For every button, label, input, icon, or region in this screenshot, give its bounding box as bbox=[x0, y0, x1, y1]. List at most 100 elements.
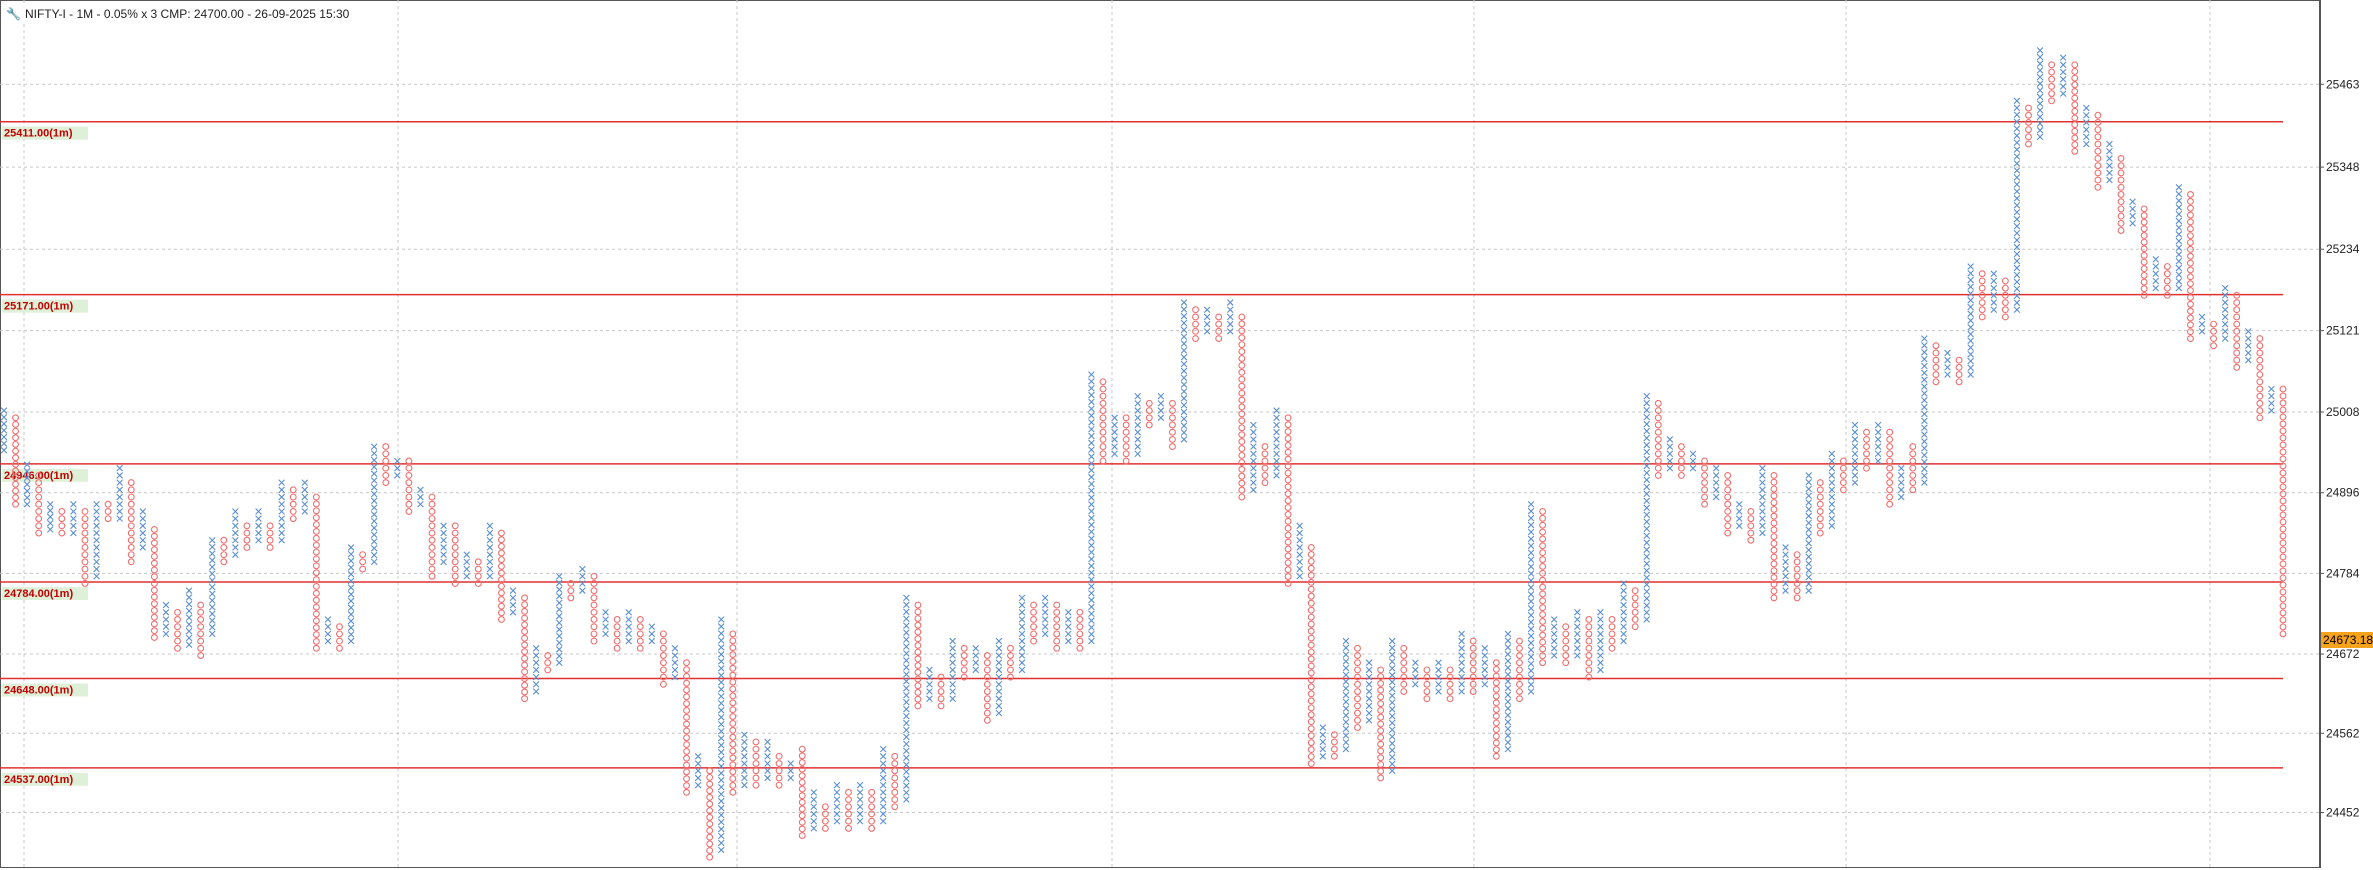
x-column[interactable] bbox=[949, 637, 956, 703]
x-column[interactable] bbox=[1157, 392, 1165, 422]
o-column[interactable] bbox=[359, 551, 367, 573]
x-column[interactable] bbox=[1180, 299, 1188, 443]
x-column[interactable] bbox=[1782, 544, 1789, 594]
x-column[interactable] bbox=[46, 500, 54, 533]
x-column[interactable] bbox=[2059, 54, 2067, 97]
x-column[interactable] bbox=[1759, 464, 1766, 537]
o-column[interactable] bbox=[1863, 428, 1870, 472]
o-column[interactable] bbox=[1145, 399, 1153, 429]
o-column[interactable] bbox=[2163, 263, 2171, 299]
o-column[interactable] bbox=[1423, 666, 1431, 703]
o-column[interactable] bbox=[821, 803, 829, 832]
o-column[interactable] bbox=[1747, 507, 1755, 544]
x-column[interactable] bbox=[1319, 724, 1327, 760]
o-column[interactable] bbox=[1168, 399, 1176, 451]
x-column[interactable] bbox=[1735, 500, 1743, 530]
o-column[interactable] bbox=[1770, 471, 1778, 602]
o-column[interactable] bbox=[2048, 61, 2056, 105]
o-column[interactable] bbox=[1654, 399, 1662, 479]
o-column[interactable] bbox=[1354, 644, 1361, 731]
x-column[interactable] bbox=[671, 645, 679, 681]
x-column[interactable] bbox=[764, 738, 771, 782]
x-column[interactable] bbox=[1458, 630, 1465, 695]
o-column[interactable] bbox=[197, 601, 205, 659]
o-column[interactable] bbox=[1330, 731, 1338, 760]
x-column[interactable] bbox=[1018, 594, 1026, 674]
x-column[interactable] bbox=[324, 616, 332, 645]
x-column[interactable] bbox=[1111, 414, 1118, 458]
x-column[interactable] bbox=[602, 608, 609, 638]
o-column[interactable] bbox=[336, 623, 343, 652]
x-column[interactable] bbox=[787, 760, 794, 782]
o-column[interactable] bbox=[12, 414, 20, 508]
o-column[interactable] bbox=[220, 536, 228, 566]
o-column[interactable] bbox=[1215, 313, 1223, 343]
x-column[interactable] bbox=[1712, 464, 1720, 501]
o-column[interactable] bbox=[405, 457, 413, 515]
o-column[interactable] bbox=[775, 752, 783, 789]
o-column[interactable] bbox=[1099, 378, 1107, 465]
x-column[interactable] bbox=[301, 479, 309, 515]
x-column[interactable] bbox=[1851, 421, 1859, 486]
x-column[interactable] bbox=[1597, 608, 1604, 674]
x-column[interactable] bbox=[1990, 270, 1998, 314]
o-column[interactable] bbox=[1816, 479, 1824, 537]
x-column[interactable] bbox=[2175, 183, 2183, 292]
o-column[interactable] bbox=[1469, 637, 1477, 695]
o-column[interactable] bbox=[2071, 61, 2079, 155]
o-column[interactable] bbox=[1007, 644, 1014, 681]
o-column[interactable] bbox=[1839, 457, 1847, 494]
o-column[interactable] bbox=[1516, 637, 1523, 703]
o-column[interactable] bbox=[891, 752, 899, 811]
o-column[interactable] bbox=[1030, 601, 1038, 645]
o-column[interactable] bbox=[1492, 659, 1500, 760]
x-column[interactable] bbox=[509, 587, 517, 616]
x-column[interactable] bbox=[2106, 140, 2113, 184]
o-column[interactable] bbox=[243, 522, 251, 551]
o-column[interactable] bbox=[590, 572, 598, 645]
o-column[interactable] bbox=[150, 525, 158, 641]
o-column[interactable] bbox=[2094, 111, 2102, 191]
x-column[interactable] bbox=[463, 551, 471, 580]
o-column[interactable] bbox=[521, 594, 529, 703]
x-column[interactable] bbox=[2198, 313, 2206, 335]
x-column[interactable] bbox=[1897, 464, 1905, 501]
o-column[interactable] bbox=[544, 652, 552, 674]
x-column[interactable] bbox=[139, 508, 147, 551]
o-column[interactable] bbox=[2233, 291, 2241, 371]
x-column[interactable] bbox=[1828, 450, 1836, 530]
o-column[interactable] bbox=[1701, 457, 1709, 508]
x-column[interactable] bbox=[1620, 580, 1627, 645]
o-column[interactable] bbox=[706, 767, 714, 861]
o-column[interactable] bbox=[1978, 270, 1986, 321]
o-column[interactable] bbox=[104, 500, 112, 523]
o-column[interactable] bbox=[1932, 342, 1940, 386]
price-axis[interactable] bbox=[2320, 0, 2373, 868]
o-column[interactable] bbox=[1261, 443, 1269, 487]
x-column[interactable] bbox=[1041, 594, 1049, 638]
x-column[interactable] bbox=[903, 594, 910, 803]
x-column[interactable] bbox=[556, 572, 563, 666]
o-column[interactable] bbox=[1793, 551, 1801, 602]
o-column[interactable] bbox=[1886, 428, 1894, 508]
o-column[interactable] bbox=[1053, 601, 1061, 652]
x-column[interactable] bbox=[1435, 659, 1442, 695]
o-column[interactable] bbox=[845, 788, 852, 832]
x-column[interactable] bbox=[1134, 392, 1142, 458]
o-column[interactable] bbox=[798, 745, 806, 840]
o-column[interactable] bbox=[451, 522, 459, 587]
x-column[interactable] bbox=[2245, 328, 2252, 364]
o-column[interactable] bbox=[312, 493, 320, 652]
x-column[interactable] bbox=[1388, 637, 1396, 775]
o-column[interactable] bbox=[1562, 623, 1570, 667]
o-column[interactable] bbox=[1238, 313, 1246, 501]
o-column[interactable] bbox=[1377, 666, 1385, 782]
x-column[interactable] bbox=[1065, 608, 1072, 645]
o-column[interactable] bbox=[1608, 616, 1616, 652]
x-column[interactable] bbox=[694, 753, 702, 789]
o-column[interactable] bbox=[174, 608, 181, 652]
o-column[interactable] bbox=[2210, 320, 2218, 350]
o-column[interactable] bbox=[752, 738, 760, 789]
o-column[interactable] bbox=[914, 601, 922, 710]
o-column[interactable] bbox=[35, 471, 43, 537]
